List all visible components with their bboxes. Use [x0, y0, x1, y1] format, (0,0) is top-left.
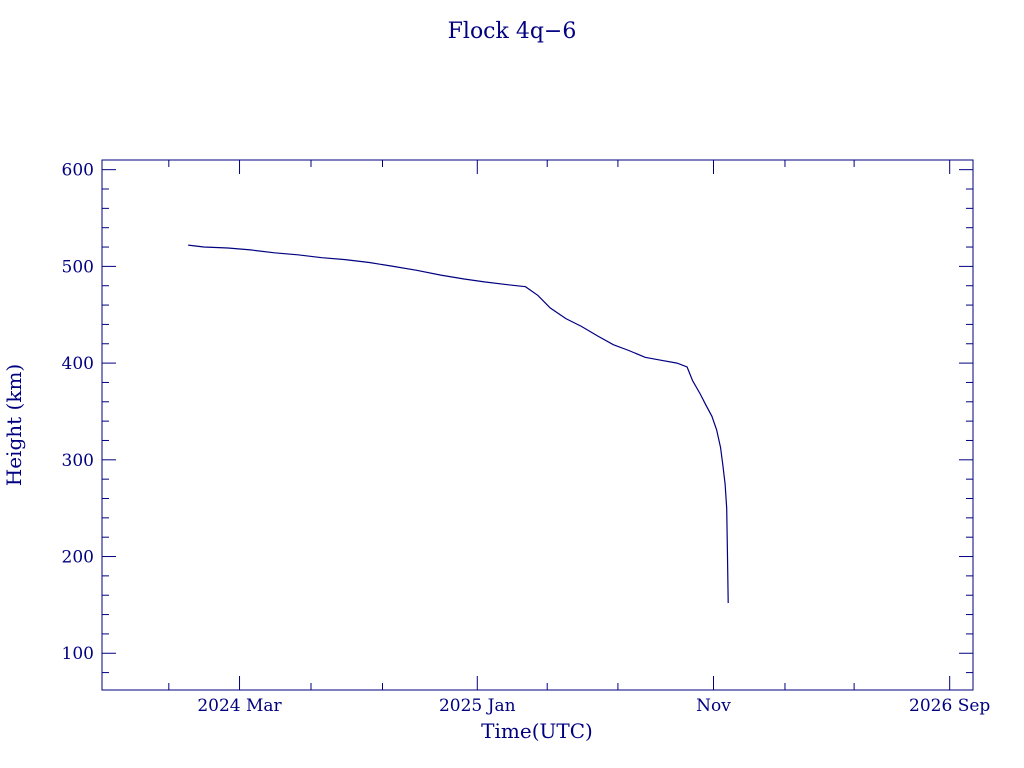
chart-title: Flock 4q−6 [448, 19, 577, 44]
y-tick-label: 500 [62, 257, 94, 277]
x-tick-labels: 2024 Mar 2025 Jan Nov 2026 Sep [197, 696, 990, 716]
y-tick-label: 200 [62, 548, 94, 568]
y-tick-labels: 100 200 300 400 500 600 [62, 161, 94, 665]
height-series-line [188, 244, 729, 604]
x-tick-label: Nov [696, 696, 731, 716]
x-tick-label: 2025 Jan [439, 696, 516, 716]
y-tick-label: 600 [62, 161, 94, 181]
y-tick-label: 100 [62, 644, 94, 664]
axis-ticks [102, 160, 973, 690]
x-axis-label: Time(UTC) [481, 719, 593, 743]
x-tick-label: 2024 Mar [197, 696, 282, 716]
y-tick-label: 400 [62, 354, 94, 374]
x-tick-label: 2026 Sep [909, 696, 990, 716]
y-axis-label: Height (km) [2, 364, 26, 486]
plot-frame [101, 159, 974, 691]
y-tick-label: 300 [62, 451, 94, 471]
